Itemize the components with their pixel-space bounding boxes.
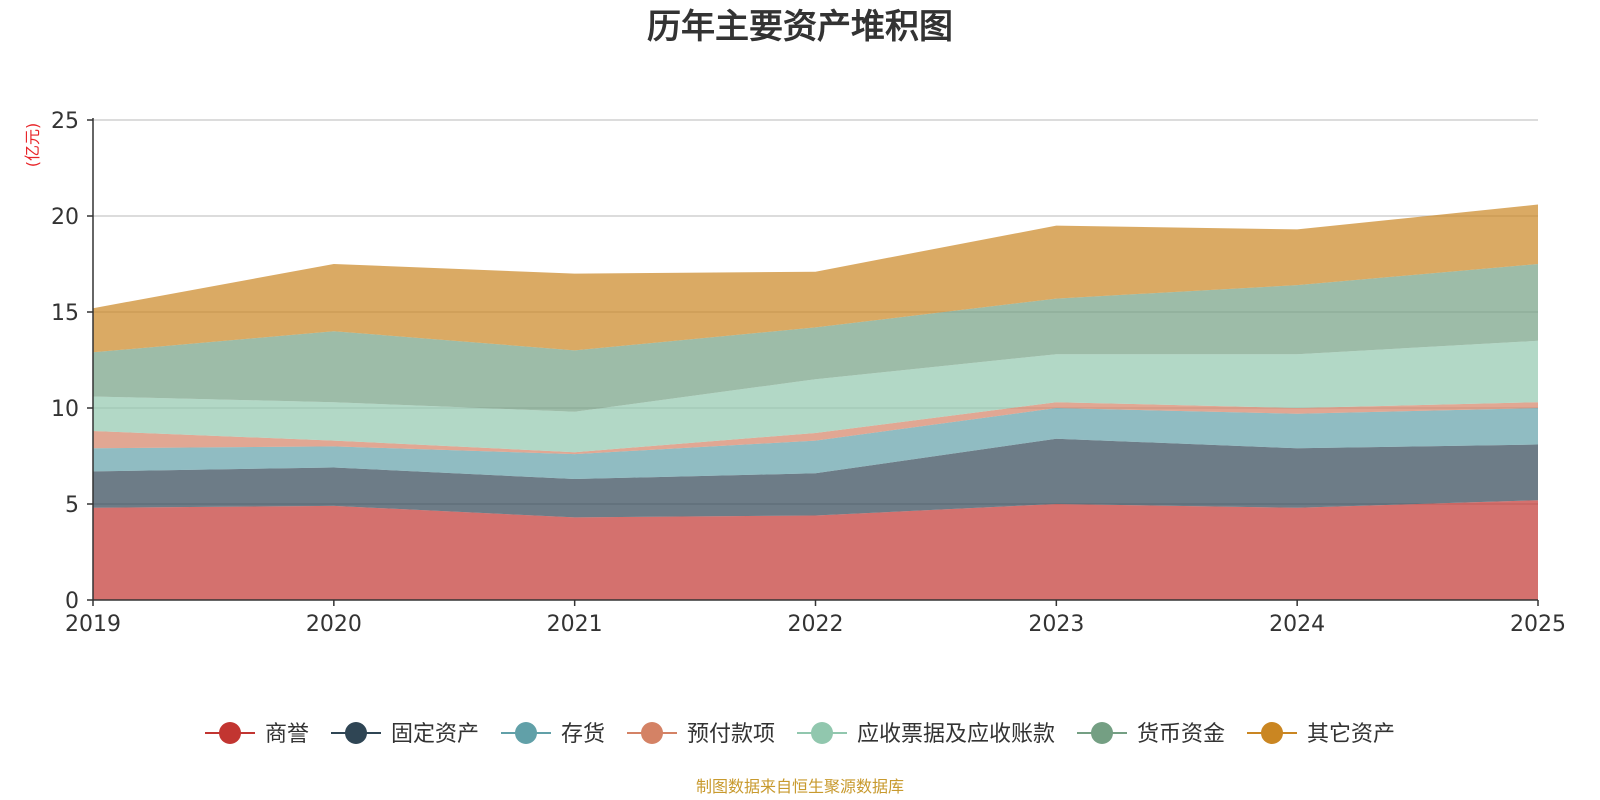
y-tick-label-25: 25	[51, 109, 79, 134]
legend-label-4: 应收票据及应收账款	[857, 722, 1055, 747]
x-tick-label-2020: 2020	[306, 612, 362, 637]
x-tick-label-2025: 2025	[1510, 612, 1566, 637]
area-series-3	[93, 402, 1538, 455]
legend-item-5: 货币资金	[1077, 722, 1225, 747]
legend-item-4: 应收票据及应收账款	[797, 722, 1055, 747]
legend-item-2: 存货	[501, 722, 605, 747]
area-series-1	[93, 438, 1538, 518]
area-series-0	[93, 500, 1538, 600]
x-tick-label-2019: 2019	[65, 612, 121, 637]
area-series-5	[93, 264, 1538, 412]
legend-label-0: 商誉	[265, 722, 309, 747]
y-tick-label-15: 15	[51, 301, 79, 326]
y-axis-unit-label: (亿元)	[23, 123, 42, 168]
legend-marker-0	[219, 722, 241, 744]
area-series-2	[93, 408, 1538, 479]
x-tick-label-2023: 2023	[1028, 612, 1084, 637]
legend-label-6: 其它资产	[1307, 722, 1395, 747]
legend-marker-3	[641, 722, 663, 744]
legend-item-1: 固定资产	[331, 722, 479, 747]
legend-item-3: 预付款项	[627, 722, 775, 747]
y-tick-label-20: 20	[51, 205, 79, 230]
legend-label-2: 存货	[561, 722, 605, 747]
legend-item-6: 其它资产	[1247, 722, 1395, 747]
y-tick-label-10: 10	[51, 397, 79, 422]
legend-marker-5	[1091, 722, 1113, 744]
y-tick-label-5: 5	[65, 493, 79, 518]
legend-marker-2	[515, 722, 537, 744]
legend-marker-1	[345, 722, 367, 744]
legend-label-5: 货币资金	[1137, 722, 1225, 747]
legend-item-0: 商誉	[205, 722, 309, 747]
legend-label-3: 预付款项	[687, 722, 775, 747]
legend-marker-4	[811, 722, 833, 744]
x-tick-label-2021: 2021	[547, 612, 603, 637]
area-series-4	[93, 340, 1538, 453]
data-source-note: 制图数据来自恒生聚源数据库	[696, 777, 904, 796]
x-tick-label-2022: 2022	[788, 612, 844, 637]
x-tick-label-2024: 2024	[1269, 612, 1325, 637]
area-series-6	[93, 204, 1538, 353]
legend-label-1: 固定资产	[391, 722, 479, 747]
y-tick-label-0: 0	[65, 589, 79, 614]
legend: 商誉 固定资产 存货 预付款项 应收票据及应收账款 货币资金 其它资产	[205, 722, 1395, 747]
area-series-group	[93, 204, 1538, 600]
chart-title: 历年主要资产堆积图	[647, 7, 953, 47]
legend-marker-6	[1261, 722, 1283, 744]
